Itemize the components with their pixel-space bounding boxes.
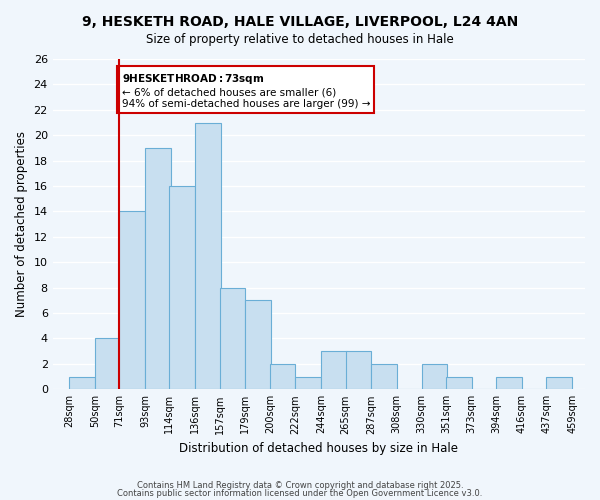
- Bar: [422, 364, 447, 390]
- Bar: [346, 351, 371, 390]
- Bar: [496, 376, 522, 390]
- Text: Contains public sector information licensed under the Open Government Licence v3: Contains public sector information licen…: [118, 488, 482, 498]
- Bar: [69, 376, 95, 390]
- Bar: [446, 376, 472, 390]
- Bar: [371, 364, 397, 390]
- Bar: [270, 364, 295, 390]
- Text: 9, HESKETH ROAD, HALE VILLAGE, LIVERPOOL, L24 4AN: 9, HESKETH ROAD, HALE VILLAGE, LIVERPOOL…: [82, 15, 518, 29]
- Y-axis label: Number of detached properties: Number of detached properties: [15, 131, 28, 317]
- Bar: [145, 148, 170, 390]
- Bar: [95, 338, 121, 390]
- Text: Contains HM Land Registry data © Crown copyright and database right 2025.: Contains HM Land Registry data © Crown c…: [137, 481, 463, 490]
- Text: $\bf{9 HESKETH ROAD: 73sqm}$
← 6% of detached houses are smaller (6)
94% of semi: $\bf{9 HESKETH ROAD: 73sqm}$ ← 6% of det…: [122, 72, 370, 109]
- Bar: [295, 376, 321, 390]
- Bar: [119, 212, 145, 390]
- Bar: [547, 376, 572, 390]
- Text: Size of property relative to detached houses in Hale: Size of property relative to detached ho…: [146, 32, 454, 46]
- Bar: [245, 300, 271, 390]
- Bar: [220, 288, 245, 390]
- Bar: [169, 186, 195, 390]
- Bar: [321, 351, 347, 390]
- Bar: [195, 122, 221, 390]
- X-axis label: Distribution of detached houses by size in Hale: Distribution of detached houses by size …: [179, 442, 458, 455]
